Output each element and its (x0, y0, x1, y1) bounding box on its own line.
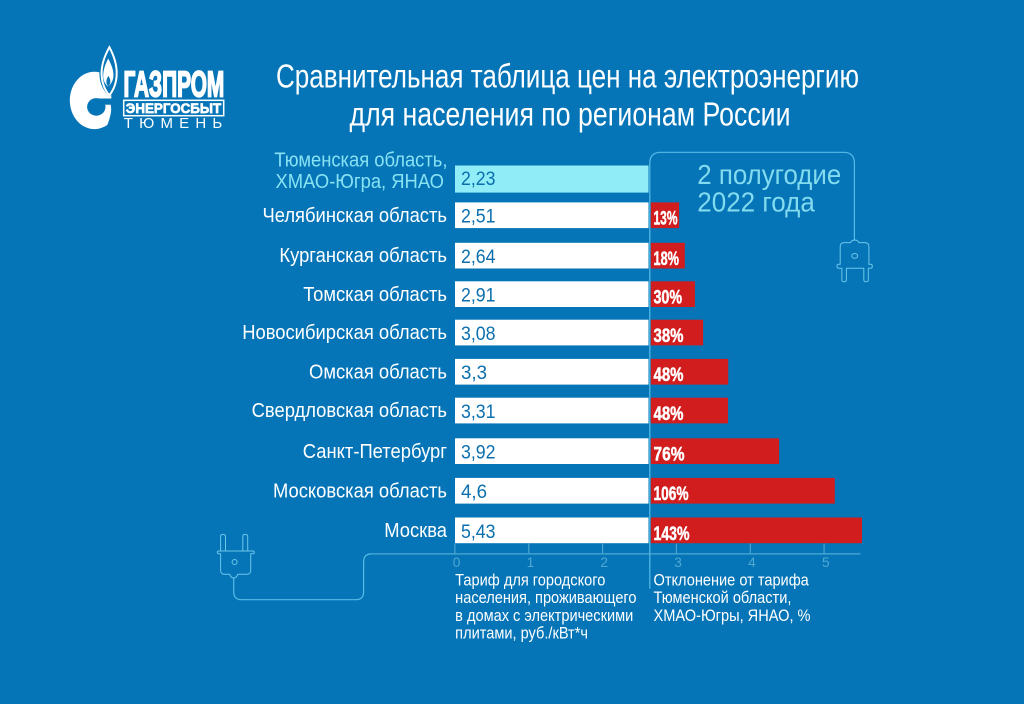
svg-text:Сравнительная таблица цен на э: Сравнительная таблица цен на электроэнер… (276, 58, 859, 95)
svg-text:Новосибирская область: Новосибирская область (242, 323, 447, 345)
svg-text:ХМАО-Югры, ЯНАО, %: ХМАО-Югры, ЯНАО, % (653, 607, 810, 625)
svg-text:13%: 13% (654, 209, 678, 230)
svg-text:Челябинская область: Челябинская область (262, 205, 447, 227)
svg-text:Томская область: Томская область (303, 284, 447, 306)
svg-text:Санкт-Петербург: Санкт-Петербург (303, 441, 447, 463)
svg-text:76%: 76% (654, 445, 685, 466)
svg-text:38%: 38% (654, 326, 684, 347)
svg-text:Отклонение от тарифа: Отклонение от тарифа (653, 572, 809, 590)
svg-text:18%: 18% (654, 249, 680, 270)
svg-text:ХМАО-Югра, ЯНАО: ХМАО-Югра, ЯНАО (275, 171, 444, 193)
svg-text:30%: 30% (654, 288, 683, 309)
svg-text:5: 5 (822, 555, 830, 570)
svg-text:3,3: 3,3 (461, 362, 487, 384)
svg-text:1: 1 (527, 555, 535, 570)
svg-text:плитами, руб./кВт*ч: плитами, руб./кВт*ч (455, 625, 588, 643)
svg-text:0: 0 (453, 555, 461, 570)
svg-text:Московская область: Московская область (273, 481, 447, 503)
svg-text:Тюменской области,: Тюменской области, (653, 590, 791, 608)
svg-text:3,31: 3,31 (461, 401, 496, 423)
svg-text:143%: 143% (654, 524, 690, 545)
svg-text:в домах с электрическими: в домах с электрическими (455, 607, 633, 625)
svg-text:ГАЗПРОМ: ГАЗПРОМ (124, 65, 225, 105)
svg-text:Свердловская область: Свердловская область (252, 401, 447, 423)
svg-text:2 полугодие: 2 полугодие (697, 159, 841, 190)
svg-text:Тариф для городского: Тариф для городского (455, 572, 605, 590)
svg-text:Тюменская область,: Тюменская область, (274, 150, 447, 172)
svg-text:Москва: Москва (384, 520, 447, 542)
svg-text:5,43: 5,43 (461, 521, 496, 543)
svg-text:Омская область: Омская область (309, 362, 447, 384)
svg-text:3: 3 (674, 555, 682, 570)
svg-text:48%: 48% (654, 365, 684, 386)
svg-text:2,23: 2,23 (461, 168, 496, 190)
svg-text:4,6: 4,6 (461, 481, 487, 503)
svg-text:2,64: 2,64 (461, 246, 496, 268)
svg-text:2,51: 2,51 (461, 206, 496, 228)
svg-text:ЭНЕРГОСБЫТ: ЭНЕРГОСБЫТ (126, 100, 222, 116)
svg-text:2: 2 (600, 555, 608, 570)
svg-text:Курганская область: Курганская область (279, 246, 447, 268)
svg-text:населения, проживающего: населения, проживающего (455, 590, 636, 608)
svg-text:для населения по регионам Росс: для населения по регионам России (350, 96, 791, 133)
svg-text:3,08: 3,08 (461, 323, 496, 345)
svg-text:2,91: 2,91 (461, 285, 496, 307)
svg-text:2022 года: 2022 года (697, 187, 815, 218)
svg-text:4: 4 (748, 555, 756, 570)
svg-text:48%: 48% (654, 404, 684, 425)
svg-text:106%: 106% (654, 484, 689, 505)
svg-text:3,92: 3,92 (461, 442, 496, 464)
